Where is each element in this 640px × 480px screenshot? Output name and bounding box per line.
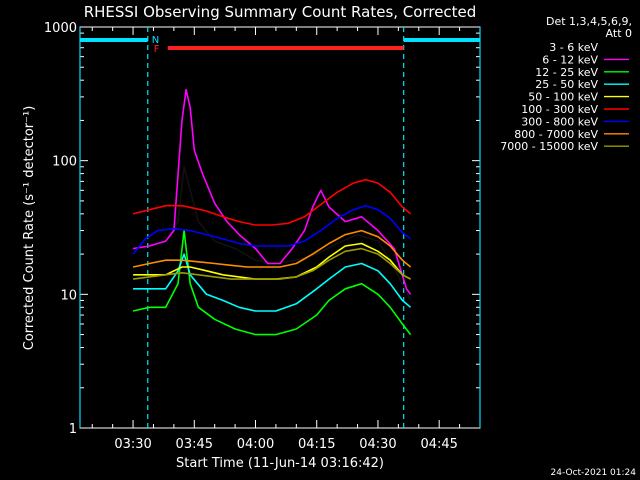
x-tick-label: 04:00 [237, 437, 274, 452]
y-tick-label: 100 [52, 155, 77, 170]
x-tick-label: 04:45 [420, 437, 457, 452]
series-line-7 [132, 204, 412, 255]
series-line-2 [132, 88, 412, 295]
legend-entry-label: 3 - 6 keV [549, 41, 598, 54]
night-flag-label: N [152, 35, 159, 46]
y-tick-label: 1000 [44, 21, 77, 36]
footer-date: 24-Oct-2021 01:24 [551, 468, 637, 478]
y-tick-label: 1 [69, 422, 77, 437]
legend-entry-label: 100 - 300 keV [521, 103, 598, 116]
x-axis-label: Start Time (11-Jun-14 03:16:42) [176, 456, 384, 471]
series-line-8 [132, 229, 412, 268]
legend-entry-label: 7000 - 15000 keV [500, 140, 598, 153]
legend-entry-label: 50 - 100 keV [528, 91, 598, 104]
x-tick-label: 03:45 [176, 437, 213, 452]
x-tick-label: 03:30 [114, 437, 151, 452]
legend-entry-label: 300 - 800 keV [521, 115, 598, 128]
series-line-3 [132, 229, 412, 336]
series-line-1 [132, 166, 412, 301]
legend-entry-label: 25 - 50 keV [535, 78, 598, 91]
x-tick-label: 04:15 [298, 437, 335, 452]
legend-entry-label: 800 - 7000 keV [514, 128, 598, 141]
series-line-9 [132, 247, 411, 280]
y-axis-label: Corrected Count Rate (s⁻¹ detector⁻¹) [22, 106, 37, 351]
series-line-6 [132, 178, 412, 226]
plot-area: 1 10 100 1000 03:30 03:45 04:00 04:15 04:30 04:45… [44, 21, 481, 452]
x-tick-label: 04:30 [359, 437, 396, 452]
legend-header-line-1: Det 1,3,4,5,6,9, [546, 15, 632, 28]
flare-flag-label: F [154, 44, 160, 55]
legend-header-line-2: Att 0 [606, 27, 632, 40]
chart-title: RHESSI Observing Summary Count Rates, Co… [84, 3, 477, 21]
y-tick-label: 10 [60, 288, 77, 303]
legend-entry-label: 12 - 25 keV [535, 66, 598, 79]
legend-entry-label: 6 - 12 keV [542, 53, 598, 66]
